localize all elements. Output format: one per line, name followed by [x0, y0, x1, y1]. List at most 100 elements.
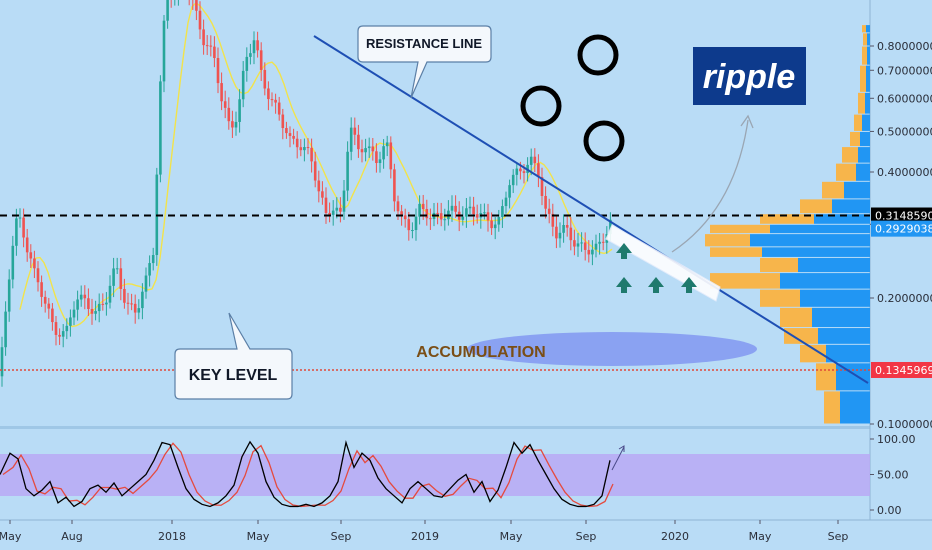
candle-body	[385, 142, 389, 147]
volume-profile-bar	[856, 163, 870, 181]
candle-body	[252, 40, 256, 54]
candle-body	[313, 161, 317, 181]
candle-body	[22, 217, 25, 238]
volume-profile-bar	[844, 181, 870, 199]
candle-body	[105, 302, 108, 305]
candle-body	[115, 268, 119, 270]
candle-body	[522, 171, 526, 173]
volume-profile-bar	[842, 147, 858, 163]
candle-body	[321, 191, 324, 198]
candle-body	[205, 45, 209, 47]
candle-body	[317, 180, 321, 192]
candle-body	[4, 311, 7, 348]
candle-body	[493, 224, 497, 229]
candle-body	[90, 308, 94, 314]
volume-profile-bar	[862, 25, 866, 33]
candle-body	[299, 147, 303, 151]
ma-line	[19, 1, 613, 328]
candle-body	[454, 205, 457, 212]
volume-profile-bar	[866, 65, 870, 92]
candle-body	[148, 263, 151, 276]
candle-body	[436, 212, 439, 214]
resistance-label: RESISTANCE LINE	[366, 36, 482, 51]
candle-body	[223, 101, 227, 108]
candle-body	[195, 0, 198, 11]
key-level-callout: KEY LEVEL	[174, 312, 293, 400]
volume-profile	[705, 25, 870, 424]
candle-body	[220, 83, 223, 102]
volume-profile-bar	[867, 46, 870, 65]
volume-profile-bar	[710, 273, 780, 289]
candle-body	[468, 206, 472, 209]
candle-body	[364, 148, 367, 153]
volume-profile-bar	[854, 114, 862, 131]
volume-profile-bar	[770, 224, 870, 234]
candle-body	[216, 58, 220, 84]
candle-body	[439, 213, 443, 220]
candle-body	[349, 127, 353, 152]
price-tag	[871, 220, 932, 237]
candle-body	[33, 258, 36, 269]
candle-body	[565, 224, 569, 228]
price-tag	[871, 361, 932, 378]
candle-body	[465, 208, 468, 217]
price-tag-label: 0.31485901	[875, 210, 932, 223]
candle-body	[270, 99, 274, 101]
x-tick-label: Sep	[576, 530, 597, 543]
candle-body	[558, 232, 562, 239]
volume-profile-bar	[784, 328, 818, 344]
candle-body	[256, 40, 259, 51]
volume-profile-bar	[780, 273, 870, 289]
up-arrow-icon	[648, 277, 664, 293]
candle-body	[263, 69, 267, 89]
x-axis-ticks: May Aug 2018 May Sep 2019 May Sep 2020 May Sep	[0, 520, 848, 543]
candle-body	[288, 133, 292, 136]
volume-profile-bar	[824, 391, 840, 424]
candle-body	[414, 216, 418, 231]
candle-body	[580, 242, 583, 244]
candle-body	[274, 99, 277, 103]
volume-profile-bar	[750, 234, 870, 247]
volume-profile-bar	[814, 214, 870, 224]
candle-body	[443, 219, 447, 221]
x-tick-label: May	[0, 530, 22, 543]
volume-profile-bar	[836, 363, 870, 391]
volume-profile-bar	[798, 257, 870, 273]
candle-body	[519, 168, 522, 172]
oscillator-line	[0, 439, 611, 508]
candle-body	[533, 156, 537, 164]
candle-body	[151, 255, 155, 264]
candle-body	[475, 214, 479, 218]
candle-body	[360, 149, 364, 153]
candle-body	[36, 268, 40, 283]
y-tick-label: 0.60000000	[877, 92, 932, 105]
volume-profile-bar	[760, 214, 814, 224]
x-tick-label: Sep	[828, 530, 849, 543]
candle-body	[573, 240, 576, 247]
candle-body	[277, 102, 281, 115]
volume-profile-bar	[762, 247, 870, 257]
candle-body	[40, 282, 43, 297]
oscillator-axis-ticks: 0.00 50.00 100.00	[870, 433, 916, 517]
candle-body	[65, 325, 69, 332]
volume-profile-bar	[858, 92, 865, 114]
stochastic-oscillator	[0, 439, 614, 508]
candle-body	[544, 195, 547, 209]
candle-body	[112, 268, 115, 286]
resistance-line	[313, 35, 869, 384]
candle-body	[61, 331, 65, 337]
candle-body	[501, 206, 504, 218]
candle-body	[234, 121, 238, 128]
volume-profile-bar	[865, 92, 870, 114]
candle-body	[227, 107, 231, 122]
candle-body	[324, 197, 328, 213]
volume-profile-bar	[780, 307, 812, 328]
volume-profile-bar	[812, 307, 870, 328]
x-tick-label: 2018	[158, 530, 186, 543]
volume-profile-bar	[760, 257, 798, 273]
volume-profile-bar	[826, 344, 870, 363]
candle-body	[292, 135, 295, 139]
